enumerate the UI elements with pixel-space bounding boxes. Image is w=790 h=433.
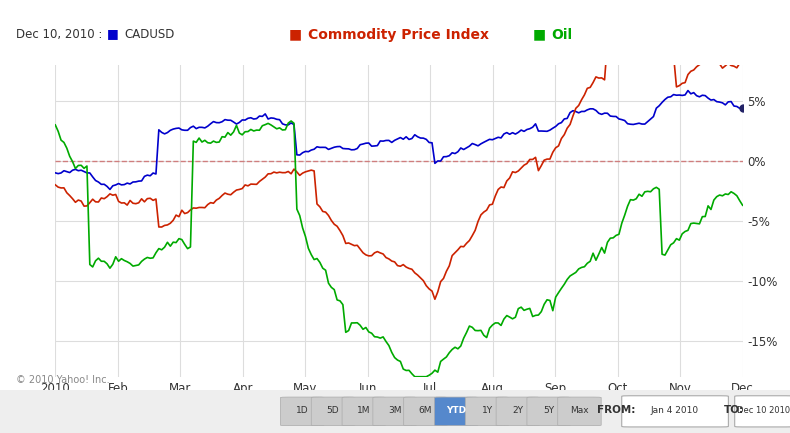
Text: Dec 10 2010: Dec 10 2010 xyxy=(737,406,790,415)
Text: 1M: 1M xyxy=(357,406,371,415)
Text: ■: ■ xyxy=(533,27,547,41)
Text: ■: ■ xyxy=(288,27,302,41)
Text: Commodity Price Index: Commodity Price Index xyxy=(308,28,489,42)
FancyBboxPatch shape xyxy=(465,397,509,426)
Text: YTD: YTD xyxy=(446,406,466,415)
Text: Dec 10, 2010 :: Dec 10, 2010 : xyxy=(16,28,102,41)
Text: © 2010 Yahoo! Inc.: © 2010 Yahoo! Inc. xyxy=(16,375,110,385)
Text: 1Y: 1Y xyxy=(481,406,493,415)
Text: 1D: 1D xyxy=(296,406,308,415)
FancyBboxPatch shape xyxy=(527,397,570,426)
Text: 6M: 6M xyxy=(419,406,432,415)
FancyBboxPatch shape xyxy=(373,397,416,426)
FancyBboxPatch shape xyxy=(311,397,355,426)
FancyBboxPatch shape xyxy=(404,397,447,426)
FancyBboxPatch shape xyxy=(735,396,790,427)
Text: 5D: 5D xyxy=(327,406,339,415)
Text: ■: ■ xyxy=(107,27,118,40)
Text: 2Y: 2Y xyxy=(513,406,523,415)
Text: TO:: TO: xyxy=(724,405,743,416)
Text: Jan 4 2010: Jan 4 2010 xyxy=(651,406,698,415)
Text: Max: Max xyxy=(570,406,589,415)
FancyBboxPatch shape xyxy=(435,397,478,426)
FancyBboxPatch shape xyxy=(280,397,324,426)
Text: 5Y: 5Y xyxy=(543,406,555,415)
FancyBboxPatch shape xyxy=(342,397,386,426)
FancyBboxPatch shape xyxy=(622,396,728,427)
Text: CADUSD: CADUSD xyxy=(125,28,175,41)
Text: 3M: 3M xyxy=(388,406,401,415)
Text: Oil: Oil xyxy=(551,28,573,42)
Text: FROM:: FROM: xyxy=(597,405,636,416)
FancyBboxPatch shape xyxy=(558,397,601,426)
FancyBboxPatch shape xyxy=(496,397,540,426)
